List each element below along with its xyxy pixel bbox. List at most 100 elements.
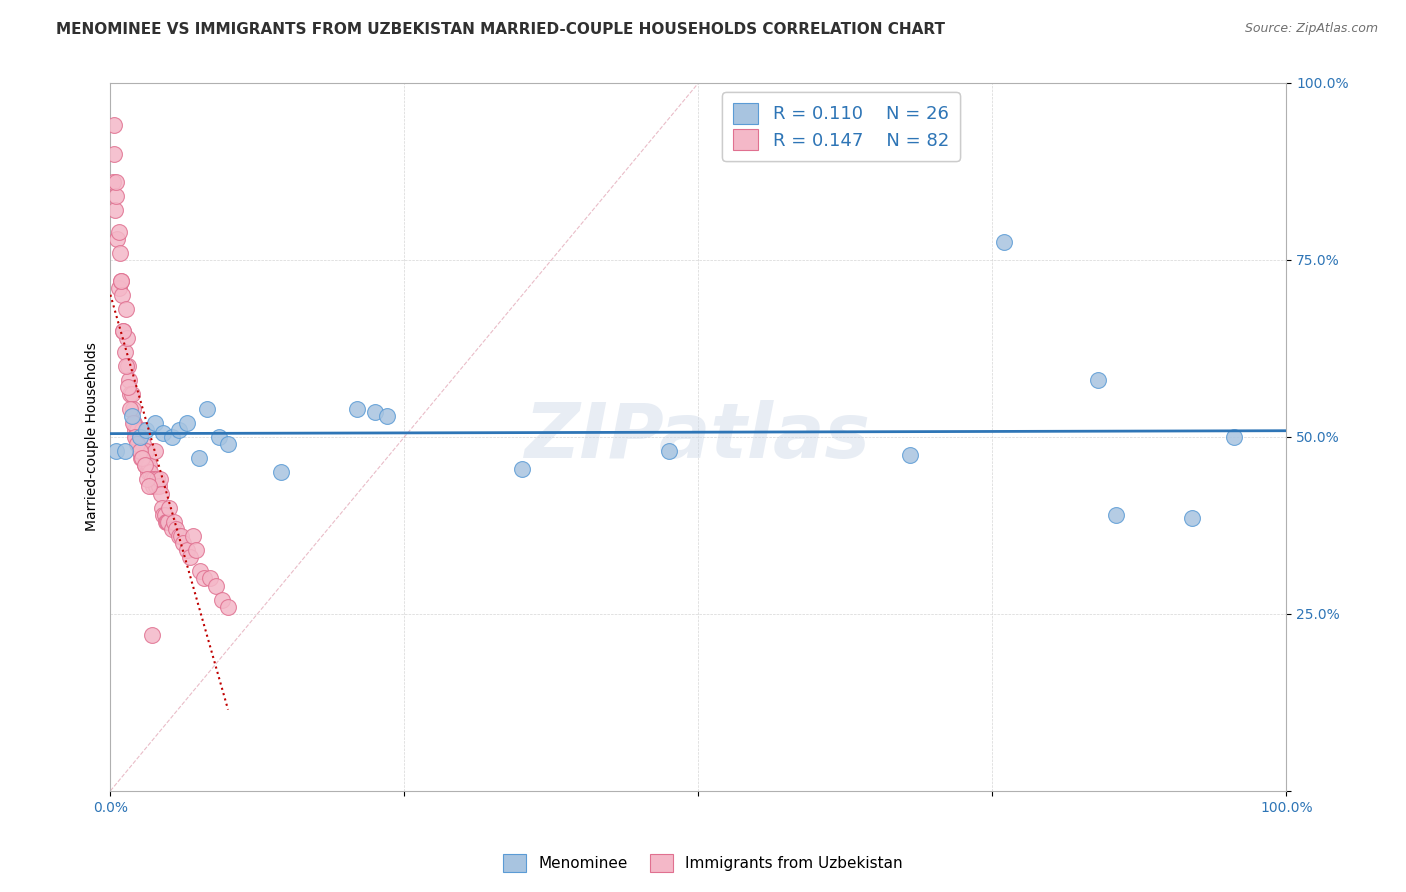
Point	[152, 426, 174, 441]
Point	[121, 409, 143, 423]
Point	[167, 529, 190, 543]
Point	[136, 465, 159, 479]
Point	[121, 416, 143, 430]
Point	[1105, 508, 1128, 522]
Point	[160, 430, 183, 444]
Point	[132, 437, 155, 451]
Point	[128, 437, 150, 451]
Point	[105, 175, 128, 189]
Point	[165, 522, 187, 536]
Point	[114, 359, 136, 373]
Point	[186, 543, 208, 558]
Point	[143, 444, 166, 458]
Point	[157, 500, 180, 515]
Point	[108, 245, 131, 260]
Point	[181, 529, 204, 543]
Point	[375, 409, 398, 423]
Point	[128, 430, 150, 444]
Point	[114, 345, 136, 359]
Text: ZIPatlas: ZIPatlas	[526, 400, 872, 474]
Point	[167, 423, 190, 437]
Point	[112, 324, 135, 338]
Point	[153, 508, 176, 522]
Point	[145, 479, 167, 493]
Point	[143, 416, 166, 430]
Point	[128, 444, 150, 458]
Point	[658, 444, 681, 458]
Point	[163, 515, 186, 529]
Y-axis label: Married-couple Households: Married-couple Households	[86, 343, 100, 532]
Point	[127, 423, 149, 437]
Point	[129, 451, 152, 466]
Point	[898, 448, 921, 462]
Point	[152, 508, 174, 522]
Point	[993, 235, 1015, 250]
Point	[149, 472, 172, 486]
Point	[207, 430, 229, 444]
Point	[176, 543, 198, 558]
Point	[107, 225, 129, 239]
Point	[127, 437, 149, 451]
Point	[141, 628, 163, 642]
Point	[217, 599, 239, 614]
Point	[112, 324, 135, 338]
Point	[211, 592, 233, 607]
Point	[117, 359, 139, 373]
Point	[193, 572, 215, 586]
Point	[131, 451, 153, 466]
Point	[121, 401, 143, 416]
Point	[135, 423, 157, 437]
Point	[149, 486, 172, 500]
Point	[170, 529, 193, 543]
Point	[134, 458, 156, 473]
Point	[150, 500, 173, 515]
Point	[138, 458, 160, 473]
Point	[510, 461, 533, 475]
Point	[1181, 511, 1204, 525]
Point	[139, 465, 162, 479]
Point	[138, 479, 160, 493]
Point	[104, 203, 127, 218]
Point	[135, 444, 157, 458]
Point	[118, 373, 141, 387]
Point	[156, 515, 179, 529]
Point	[155, 515, 177, 529]
Point	[103, 146, 125, 161]
Text: Source: ZipAtlas.com: Source: ZipAtlas.com	[1244, 22, 1378, 36]
Point	[125, 430, 148, 444]
Point	[146, 472, 169, 486]
Point	[135, 458, 157, 473]
Point	[105, 444, 128, 458]
Point	[364, 405, 387, 419]
Point	[103, 119, 125, 133]
Point	[176, 416, 198, 430]
Point	[120, 401, 142, 416]
Point	[142, 479, 165, 493]
Point	[195, 401, 218, 416]
Point	[346, 401, 368, 416]
Point	[111, 288, 134, 302]
Point	[105, 189, 128, 203]
Point	[101, 175, 124, 189]
Point	[179, 550, 201, 565]
Point	[107, 281, 129, 295]
Point	[141, 472, 163, 486]
Point	[134, 458, 156, 473]
Point	[120, 387, 142, 401]
Point	[110, 274, 132, 288]
Point	[131, 423, 153, 437]
Point	[160, 522, 183, 536]
Point	[122, 416, 145, 430]
Point	[142, 472, 165, 486]
Point	[1222, 430, 1244, 444]
Point	[1087, 373, 1109, 387]
Point	[114, 444, 136, 458]
Point	[110, 274, 132, 288]
Point	[128, 444, 150, 458]
Point	[217, 437, 239, 451]
Point	[135, 472, 157, 486]
Point	[148, 479, 170, 493]
Legend: R = 0.110    N = 26, R = 0.147    N = 82: R = 0.110 N = 26, R = 0.147 N = 82	[723, 92, 960, 161]
Legend: Menominee, Immigrants from Uzbekistan: Menominee, Immigrants from Uzbekistan	[495, 846, 911, 880]
Point	[115, 331, 138, 345]
